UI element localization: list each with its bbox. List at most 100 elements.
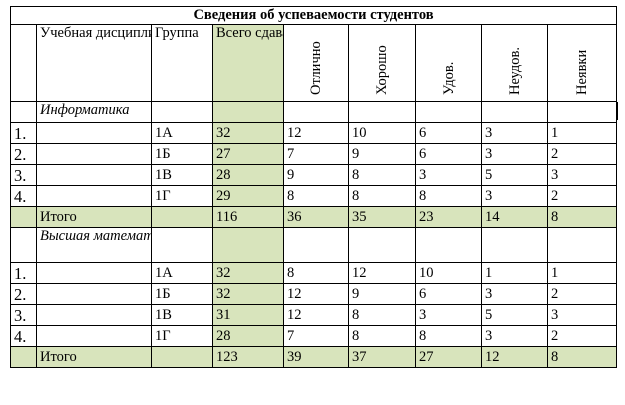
cell-good: 8 (348, 164, 416, 186)
cell-satisfactory: 8 (415, 325, 482, 347)
cell-good: 12 (348, 262, 416, 284)
row-number: 4. (10, 325, 37, 347)
cell-group: 1А (151, 122, 213, 144)
cell-group: 1Б (151, 283, 213, 305)
row-number: 2. (10, 283, 37, 305)
cell-good: 8 (348, 185, 416, 207)
cell-group: 1Г (151, 185, 213, 207)
table-row: 4. 1Г 28 7 8 8 3 2 (10, 325, 618, 347)
cell-total: 27 (212, 143, 284, 165)
cell-excellent: 8 (283, 262, 349, 284)
summary-unsatisfactory: 12 (481, 346, 548, 368)
cell-absent: 3 (546, 304, 618, 326)
cell-group: 1В (151, 164, 213, 186)
cell-group: 1Г (151, 325, 213, 347)
cell-group: 1В (151, 304, 213, 326)
summary-total: 123 (212, 346, 284, 368)
cell-excellent: 12 (283, 304, 349, 326)
cell-satisfactory: 6 (415, 283, 482, 305)
cell-total: 28 (212, 164, 284, 186)
cell-satisfactory: 6 (415, 122, 482, 144)
cell-satisfactory: 3 (415, 164, 482, 186)
header-good: Хорошо (348, 24, 416, 102)
cell-excellent: 9 (283, 164, 349, 186)
row-number: 1. (10, 122, 37, 144)
cell-good: 8 (348, 304, 416, 326)
summary-row: Итого 123 39 37 27 12 8 (10, 346, 618, 368)
cell-absent: 2 (546, 143, 618, 165)
cell-total: 28 (212, 325, 284, 347)
table-row: 1. 1А 32 8 12 10 1 1 (10, 262, 618, 284)
cell-good: 8 (348, 325, 416, 347)
header-unsatisfactory: Неудов. (481, 24, 548, 102)
cell-good: 10 (348, 122, 416, 144)
subject-row: Информатика (10, 101, 618, 123)
subject-row: Высшая математика (10, 227, 618, 263)
row-number: 1. (10, 262, 37, 284)
summary-satisfactory: 27 (415, 346, 482, 368)
cell-good: 9 (348, 283, 416, 305)
summary-excellent: 39 (283, 346, 349, 368)
cell-total: 32 (212, 262, 284, 284)
header-excellent: Отлично (283, 24, 349, 102)
table-row: 1. 1А 32 12 10 6 3 1 (10, 122, 618, 144)
cell-satisfactory: 3 (415, 304, 482, 326)
cell-absent: 2 (546, 283, 618, 305)
cell-absent: 1 (546, 262, 618, 284)
cell-unsatisfactory: 3 (481, 283, 548, 305)
text-cursor-mark (616, 102, 618, 120)
cell-satisfactory: 10 (415, 262, 482, 284)
header-satisfactory: Удов. (415, 24, 482, 102)
cell-total: 32 (212, 283, 284, 305)
cell-excellent: 12 (283, 283, 349, 305)
summary-absent: 8 (546, 206, 618, 228)
cell-unsatisfactory: 5 (481, 164, 548, 186)
table-row: 4. 1Г 29 8 8 8 3 2 (10, 185, 618, 207)
cell-unsatisfactory: 3 (481, 143, 548, 165)
summary-label: Итого (36, 346, 152, 368)
grades-document: Сведения об успеваемости студентов Учебн… (9, 6, 618, 368)
cell-unsatisfactory: 3 (481, 325, 548, 347)
header-absent: Неявки (546, 24, 618, 102)
cell-absent: 2 (546, 185, 618, 207)
cell-group: 1А (151, 262, 213, 284)
cell-unsatisfactory: 3 (481, 185, 548, 207)
header-row: Учебная дисциплина Группа Всего сдавало … (10, 24, 618, 102)
header-group: Группа (151, 24, 213, 102)
subject-name: Информатика (36, 101, 152, 123)
header-discipline: Учебная дисциплина (36, 24, 152, 102)
summary-good: 37 (348, 346, 416, 368)
summary-excellent: 36 (283, 206, 349, 228)
row-number: 3. (10, 164, 37, 186)
summary-label: Итого (36, 206, 152, 228)
subject-name: Высшая математика (36, 227, 152, 263)
cell-total: 32 (212, 122, 284, 144)
table-title: Сведения об успеваемости студентов (9, 6, 618, 25)
summary-row: Итого 116 36 35 23 14 8 (10, 206, 618, 228)
cell-group: 1Б (151, 143, 213, 165)
header-total: Всего сдавало (212, 24, 284, 102)
cell-total: 29 (212, 185, 284, 207)
cell-absent: 1 (546, 122, 618, 144)
table-row: 2. 1Б 27 7 9 6 3 2 (10, 143, 618, 165)
cell-excellent: 8 (283, 185, 349, 207)
table-row: 3. 1В 31 12 8 3 5 3 (10, 304, 618, 326)
summary-unsatisfactory: 14 (481, 206, 548, 228)
cell-absent: 3 (546, 164, 618, 186)
summary-good: 35 (348, 206, 416, 228)
cell-absent: 2 (546, 325, 618, 347)
cell-unsatisfactory: 3 (481, 122, 548, 144)
summary-satisfactory: 23 (415, 206, 482, 228)
table-row: 2. 1Б 32 12 9 6 3 2 (10, 283, 618, 305)
cell-excellent: 7 (283, 325, 349, 347)
cell-excellent: 12 (283, 122, 349, 144)
cell-satisfactory: 6 (415, 143, 482, 165)
header-num (10, 24, 37, 102)
cell-excellent: 7 (283, 143, 349, 165)
row-number: 2. (10, 143, 37, 165)
table-row: 3. 1В 28 9 8 3 5 3 (10, 164, 618, 186)
row-number: 4. (10, 185, 37, 207)
grades-table: Сведения об успеваемости студентов Учебн… (9, 6, 618, 368)
summary-total: 116 (212, 206, 284, 228)
cell-unsatisfactory: 1 (481, 262, 548, 284)
